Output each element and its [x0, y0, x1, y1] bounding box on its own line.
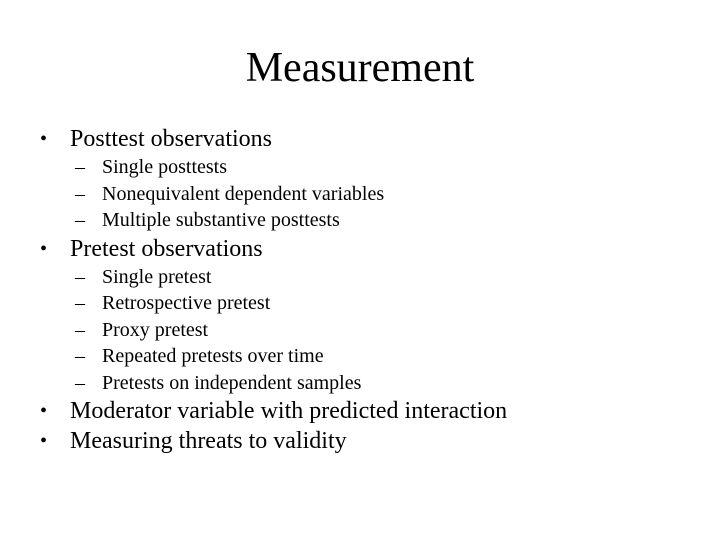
sub-bullet-item: – Pretests on independent samples [0, 370, 720, 397]
sub-bullet-text: Multiple substantive posttests [102, 209, 340, 231]
bullet-item: • Pretest observations [0, 234, 720, 264]
dash-icon: – [75, 292, 85, 314]
bullet-icon: • [40, 237, 48, 260]
sub-bullet-text: Proxy pretest [102, 318, 209, 341]
bullet-item: • Moderator variable with predicted inte… [0, 396, 720, 426]
bullet-icon: • [40, 400, 48, 422]
sub-bullet-item: – Single pretest [0, 264, 720, 291]
dash-icon: – [75, 265, 85, 288]
sub-bullet-item: – Repeated pretests over time [0, 343, 720, 370]
sub-bullet-text: Nonequivalent dependent variables [102, 182, 385, 205]
bullet-item: • Measuring threats to validity [0, 426, 720, 456]
sub-bullet-item: – Retrospective pretest [0, 290, 720, 317]
bullet-text: Measuring threats to validity [70, 428, 347, 454]
sub-bullet-text: Repeated pretests over time [102, 345, 324, 367]
slide-title: Measurement [245, 45, 475, 91]
bullet-text: Moderator variable with predicted intera… [70, 398, 508, 424]
sub-bullet-text: Retrospective pretest [102, 292, 271, 314]
dash-icon: – [75, 318, 85, 341]
bullet-icon: • [40, 128, 48, 150]
dash-icon: – [75, 156, 85, 178]
dash-icon: – [75, 345, 85, 367]
sub-bullet-text: Single pretest [102, 265, 212, 288]
dash-icon: – [75, 182, 85, 205]
bullet-list: • Posttest observations – Single posttes… [0, 124, 720, 456]
dash-icon: – [75, 209, 85, 231]
bullet-item: • Posttest observations [0, 124, 720, 154]
bullet-text: Posttest observations [70, 126, 272, 152]
sub-bullet-item: – Single posttests [0, 154, 720, 181]
bullet-text: Pretest observations [70, 235, 263, 262]
sub-bullet-text: Pretests on independent samples [102, 371, 362, 394]
sub-bullet-item: – Nonequivalent dependent variables [0, 181, 720, 208]
sub-bullet-text: Single posttests [102, 156, 228, 178]
dash-icon: – [75, 371, 85, 394]
bullet-icon: • [40, 430, 48, 452]
sub-bullet-item: – Proxy pretest [0, 317, 720, 344]
sub-bullet-item: – Multiple substantive posttests [0, 207, 720, 234]
